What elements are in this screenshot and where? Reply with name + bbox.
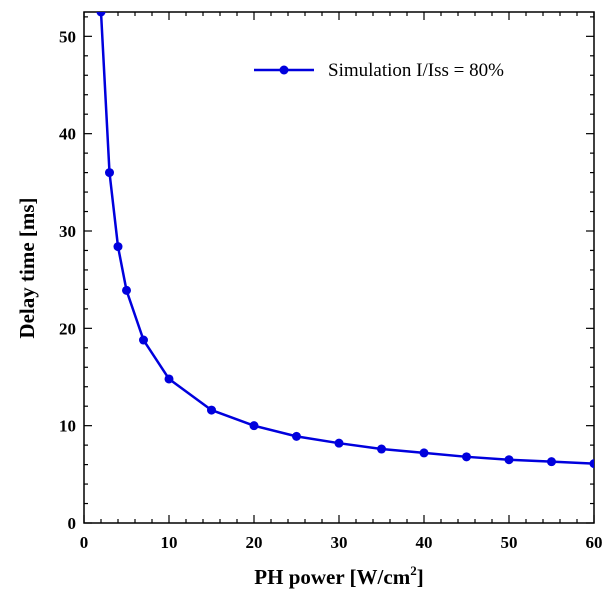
x-axis-title-suffix: ] [417, 565, 424, 589]
series-line [99, 12, 594, 465]
series-layer [96, 12, 594, 469]
data-point [164, 374, 174, 384]
legend-marker [279, 65, 289, 75]
y-axis-title: Delay time [ms] [15, 197, 39, 338]
x-tick-label: 50 [501, 533, 518, 552]
y-axis-ticks [84, 16, 594, 524]
data-point [249, 421, 259, 431]
data-point [139, 335, 148, 345]
data-point [122, 285, 131, 295]
data-point [462, 452, 471, 462]
data-point [589, 459, 594, 469]
x-tick-label: 60 [586, 533, 603, 552]
data-point [547, 457, 556, 467]
legend-label: Simulation I/Iss = 80% [328, 60, 504, 81]
y-axis-tick-labels: 0 10 20 30 40 50 [59, 27, 76, 533]
y-tick-label: 40 [59, 125, 76, 144]
data-point [207, 405, 216, 415]
x-tick-label: 0 [80, 533, 89, 552]
y-tick-label: 20 [59, 319, 76, 338]
data-point [96, 12, 106, 17]
data-point [292, 431, 301, 441]
x-axis-title-superscript: 2 [410, 563, 417, 578]
data-point [377, 444, 386, 454]
x-axis-tick-labels: 0 10 20 30 40 50 60 [80, 533, 603, 552]
legend: Simulation I/Iss = 80% [254, 60, 504, 81]
x-axis-title-main: PH power [W/cm [254, 565, 410, 589]
x-axis-title: PH power [W/cm2] [254, 563, 423, 589]
data-point [113, 242, 123, 252]
data-point [105, 168, 114, 178]
x-tick-label: 20 [246, 533, 263, 552]
x-tick-label: 30 [331, 533, 348, 552]
y-tick-label: 30 [59, 222, 76, 241]
y-tick-label: 50 [59, 27, 76, 46]
x-tick-label: 10 [161, 533, 178, 552]
y-tick-label: 0 [68, 514, 77, 533]
data-point [334, 438, 344, 448]
data-point [504, 455, 514, 465]
data-point [419, 448, 429, 458]
y-tick-label: 10 [59, 417, 76, 436]
x-tick-label: 40 [416, 533, 433, 552]
